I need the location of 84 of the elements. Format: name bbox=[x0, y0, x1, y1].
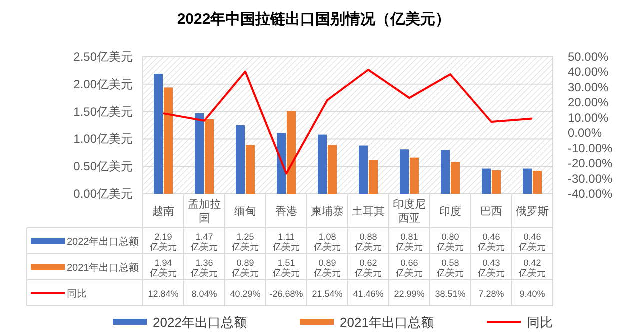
data-label: 0.42亿美元 bbox=[518, 258, 546, 278]
y-tick-label: 1.50亿美元 bbox=[74, 104, 133, 119]
x-tick-label: 缅甸 bbox=[234, 206, 256, 218]
bar bbox=[195, 113, 204, 194]
legend-label: 同比 bbox=[67, 288, 87, 300]
data-label: 0.81亿美元 bbox=[395, 232, 423, 252]
line-series bbox=[162, 69, 534, 175]
data-label: 0.88亿美元 bbox=[354, 232, 382, 252]
text: 2022年出口总额 bbox=[153, 315, 247, 330]
data-label: 1.36亿美元 bbox=[190, 258, 218, 278]
bar bbox=[451, 162, 460, 194]
bar bbox=[277, 133, 286, 194]
y2-tick-label: 30.00% bbox=[568, 80, 610, 94]
x-tick-label: 孟加拉国 bbox=[188, 198, 221, 225]
data-label: 0.66亿美元 bbox=[395, 258, 423, 278]
bar bbox=[318, 134, 327, 194]
bar bbox=[328, 145, 337, 194]
y-tick-label: 0.50亿美元 bbox=[74, 160, 133, 174]
data-label: 1.25亿美元 bbox=[231, 232, 259, 252]
data-label: 0.89亿美元 bbox=[231, 258, 259, 278]
data-label: 1.51亿美元 bbox=[272, 258, 300, 278]
data-label: 22.99% bbox=[394, 289, 425, 299]
legend-label: 2022年出口总额 bbox=[67, 236, 140, 248]
data-label: 1.47亿美元 bbox=[190, 232, 218, 252]
data-label: 40.29% bbox=[230, 289, 261, 299]
data-label: -26.68% bbox=[270, 289, 304, 299]
bar bbox=[359, 146, 368, 194]
data-label: 0.80亿美元 bbox=[436, 232, 464, 252]
bar bbox=[523, 168, 532, 194]
bar bbox=[369, 160, 378, 194]
data-label: 0.46亿美元 bbox=[518, 232, 546, 252]
data-label: 21.54% bbox=[312, 289, 343, 299]
data-label: 9.40% bbox=[520, 289, 546, 299]
y2-tick-label: -30.00% bbox=[568, 172, 614, 186]
data-label: 12.84% bbox=[148, 289, 179, 299]
text: 同比 bbox=[527, 315, 553, 330]
data-label: 1.11亿美元 bbox=[272, 232, 300, 252]
x-tick-label: 巴西 bbox=[480, 206, 502, 218]
bar bbox=[400, 150, 409, 194]
y2-tick-label: 10.00% bbox=[568, 110, 610, 125]
chart-title: 2022年中国拉链出口国别情况（亿美元） bbox=[177, 10, 451, 28]
data-label: 2.19亿美元 bbox=[149, 232, 177, 252]
data-label: 1.94亿美元 bbox=[149, 258, 177, 278]
x-tick-label: 柬埔寨 bbox=[311, 205, 344, 218]
x-tick-label: 印度 bbox=[440, 205, 462, 218]
x-tick-label: 香港 bbox=[276, 205, 298, 218]
bar bbox=[492, 170, 501, 194]
bar bbox=[441, 150, 450, 194]
bar bbox=[246, 145, 255, 194]
data-label: 7.28% bbox=[478, 289, 504, 299]
data-label: 0.46亿美元 bbox=[477, 232, 505, 252]
y2-tick-label: 50.00% bbox=[568, 50, 610, 64]
data-label: 41.46% bbox=[353, 289, 384, 299]
bar bbox=[164, 88, 173, 194]
bar bbox=[154, 74, 163, 194]
x-tick-label: 俄罗斯 bbox=[516, 205, 549, 218]
bar bbox=[410, 158, 419, 194]
data-label: 8.04% bbox=[192, 289, 218, 299]
data-label: 38.51% bbox=[435, 289, 466, 299]
bar bbox=[236, 126, 245, 194]
y2-tick-label: -10.00% bbox=[568, 141, 614, 156]
bar bbox=[482, 168, 491, 194]
x-tick-label: 越南 bbox=[152, 205, 174, 218]
bar bbox=[533, 170, 542, 194]
y-tick-label: 2.50亿美元 bbox=[74, 50, 133, 64]
y2-tick-label: 20.00% bbox=[568, 96, 610, 110]
y-tick-label: 1.00亿美元 bbox=[74, 132, 133, 146]
data-label: 0.58亿美元 bbox=[436, 258, 464, 278]
x-tick-label: 印度尼西亚 bbox=[393, 198, 426, 225]
y2-tick-label: 40.00% bbox=[568, 65, 610, 80]
bar bbox=[205, 119, 214, 194]
text: 2021年出口总额 bbox=[340, 315, 434, 330]
x-tick-label: 土耳其 bbox=[352, 205, 385, 218]
y2-tick-label: -40.00% bbox=[568, 187, 614, 201]
data-label: 0.43亿美元 bbox=[477, 258, 505, 278]
bar bbox=[287, 111, 296, 194]
y2-tick-label: -20.00% bbox=[568, 156, 614, 171]
data-label: 1.08亿美元 bbox=[313, 232, 341, 252]
y-tick-label: 2.00亿美元 bbox=[74, 77, 133, 92]
data-label: 0.62亿美元 bbox=[354, 258, 382, 278]
data-label: 0.89亿美元 bbox=[313, 258, 341, 278]
y-tick-label: 0.00亿美元 bbox=[74, 187, 133, 201]
y2-tick-label: 0.00% bbox=[568, 126, 602, 140]
legend-label: 2021年出口总额 bbox=[67, 262, 140, 274]
